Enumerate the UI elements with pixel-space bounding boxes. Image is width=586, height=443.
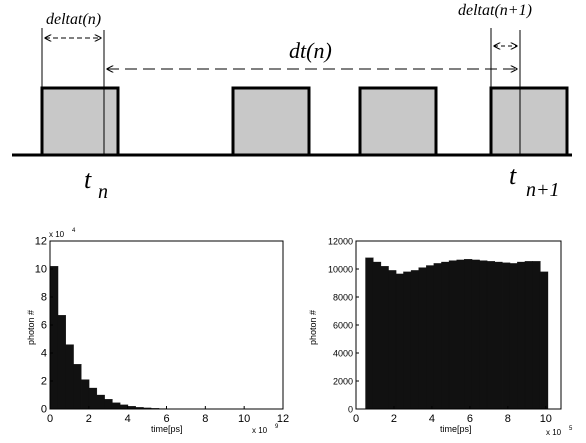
histogram-bar	[73, 364, 82, 410]
x-tick-label: 6	[467, 413, 473, 425]
histogram-bar	[65, 344, 74, 410]
x-tick-label: 4	[429, 413, 435, 425]
timing-diagram: deltat(n) deltat(n+1) dt(n) t n t n+1	[12, 2, 572, 203]
histogram-bar	[471, 259, 480, 410]
x-tick-label: 12	[277, 413, 289, 425]
histogram-bar	[49, 266, 59, 410]
x-tick-label: 6	[163, 413, 169, 425]
pulse-2	[231, 86, 311, 157]
histogram-right-ylabel: photon #	[308, 310, 318, 345]
y-tick-label: 4000	[333, 349, 353, 359]
histogram-bar	[539, 271, 549, 410]
histogram-right-bars	[365, 257, 549, 410]
y-tick-label: 8000	[333, 293, 353, 303]
histogram-bar	[464, 259, 473, 410]
label-deltat-n: deltat(n)	[46, 11, 101, 28]
x-tick-label: 8	[202, 413, 208, 425]
histogram-bar	[524, 261, 533, 410]
histogram-bar	[57, 315, 66, 410]
histogram-bar	[441, 261, 450, 410]
x-tick-label: 2	[391, 413, 397, 425]
x-tick-label: 0	[47, 413, 53, 425]
y-tick-label: 2	[41, 376, 47, 388]
y-tick-label: 10	[35, 264, 47, 276]
pulse-4	[489, 86, 569, 157]
y-tick-label: 8	[41, 292, 47, 304]
histogram-bar	[456, 259, 465, 410]
histogram-bar	[479, 260, 488, 410]
y-tick-label: 0	[41, 404, 47, 416]
histogram-bar	[494, 261, 503, 410]
histogram-bar	[119, 404, 129, 410]
pulse-1	[40, 86, 120, 157]
histogram-bar	[395, 273, 404, 410]
histogram-right-x-multiplier-exp: 5	[569, 426, 573, 432]
histogram-bar	[517, 261, 526, 410]
histogram-bar	[380, 266, 389, 410]
x-tick-label: 4	[125, 413, 131, 425]
label-t-n-sub: n	[98, 181, 108, 203]
x-tick-label: 10	[540, 413, 552, 425]
x-tick-label: 2	[86, 413, 92, 425]
histogram-right-xlabel: time[ps]	[440, 424, 472, 434]
histogram-right-ticks: 0 2 4 6 8 10 0 2000 4000 6000 8000 10000 12000	[328, 237, 552, 426]
y-tick-label: 4	[41, 348, 47, 360]
y-tick-label: 12	[35, 236, 47, 248]
histogram-left-y-multiplier: x 10	[49, 230, 65, 239]
histogram-left-x-multiplier: x 10	[252, 426, 268, 435]
histogram-bar	[403, 271, 412, 410]
histogram-bar	[433, 263, 442, 410]
histogram-bar	[88, 387, 98, 410]
histogram-bar	[111, 402, 121, 410]
label-t-n1-sub: n+1	[526, 179, 560, 201]
histogram-bar	[365, 257, 374, 410]
label-t-n-base: t	[84, 165, 92, 194]
histogram-left-x-multiplier-exp: 9	[275, 424, 279, 430]
histogram-bar	[509, 263, 518, 410]
histogram-bar	[532, 261, 541, 410]
histogram-left-ylabel: photon #	[26, 310, 36, 345]
y-tick-label: 10000	[328, 265, 353, 275]
histogram-bar	[96, 394, 105, 410]
histogram-left-bars	[49, 266, 206, 410]
y-tick-label: 6	[41, 320, 47, 332]
pulse-3	[358, 86, 438, 157]
histogram-left-y-multiplier-exp: 4	[72, 228, 76, 234]
histogram-bar	[104, 399, 113, 410]
histogram-bar	[388, 270, 397, 410]
histogram-left-ticks: 0 2 4 6 8 10 12 0 2 4 6 8 10 12	[35, 236, 289, 426]
histogram-right-x-multiplier: x 10	[546, 428, 562, 437]
x-tick-label: 10	[238, 413, 250, 425]
label-deltat-n1: deltat(n+1)	[458, 2, 532, 19]
label-dt-n: dt(n)	[289, 38, 332, 63]
x-tick-label: 0	[353, 413, 359, 425]
y-tick-label: 0	[348, 405, 353, 415]
x-tick-label: 8	[505, 413, 511, 425]
histogram-bar	[426, 265, 435, 410]
histogram-left: 0 2 4 6 8 10 12 0 2 4 6 8 10 12 x 10 4 x 10 9 photon …	[26, 228, 289, 435]
histogram-bar	[502, 262, 511, 410]
histogram-bar	[448, 260, 458, 410]
y-tick-label: 6000	[333, 321, 353, 331]
y-tick-label: 2000	[333, 377, 353, 387]
histogram-bar	[80, 379, 90, 410]
y-tick-label: 12000	[328, 237, 353, 247]
histogram-bar	[418, 267, 427, 410]
histogram-bar	[410, 270, 420, 410]
histogram-bar	[372, 261, 382, 410]
histogram-left-xlabel: time[ps]	[151, 424, 183, 434]
histogram-bar	[486, 261, 496, 410]
label-t-n1-base: t	[509, 161, 517, 190]
